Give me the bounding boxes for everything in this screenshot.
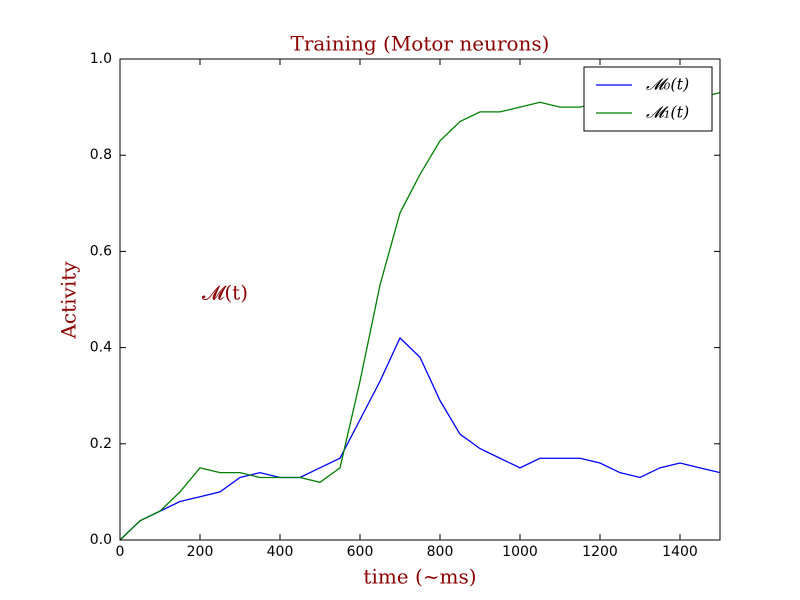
- y-tick-label: 0.8: [90, 147, 112, 163]
- y-tick-label: 0.0: [90, 532, 112, 548]
- annotation: 𝓜(t): [202, 281, 248, 305]
- x-tick-label: 800: [427, 544, 454, 560]
- legend-label: 𝓜₁(t): [646, 103, 689, 122]
- x-axis-label: time (~ms): [363, 565, 476, 589]
- legend-label: 𝓜₀(t): [646, 75, 689, 94]
- x-tick-label: 1000: [502, 544, 538, 560]
- line-series: [119, 336, 721, 541]
- y-tick-label: 0.2: [90, 436, 112, 452]
- y-tick-label: 0.6: [90, 243, 112, 259]
- y-tick-label: 1.0: [90, 51, 112, 67]
- x-tick-label: 200: [187, 544, 214, 560]
- x-tick-label: 0: [116, 544, 125, 560]
- plot-frame: [119, 58, 721, 541]
- x-tick-label: 600: [347, 544, 374, 560]
- x-tick-label: 1200: [582, 544, 618, 560]
- x-tick-label: 400: [267, 544, 294, 560]
- x-tick-label: 1400: [662, 544, 698, 560]
- legend-box: [583, 66, 713, 132]
- y-axis-label: Activity: [57, 261, 81, 340]
- chart-title: Training (Motor neurons): [290, 32, 549, 56]
- y-tick-label: 0.4: [90, 340, 112, 356]
